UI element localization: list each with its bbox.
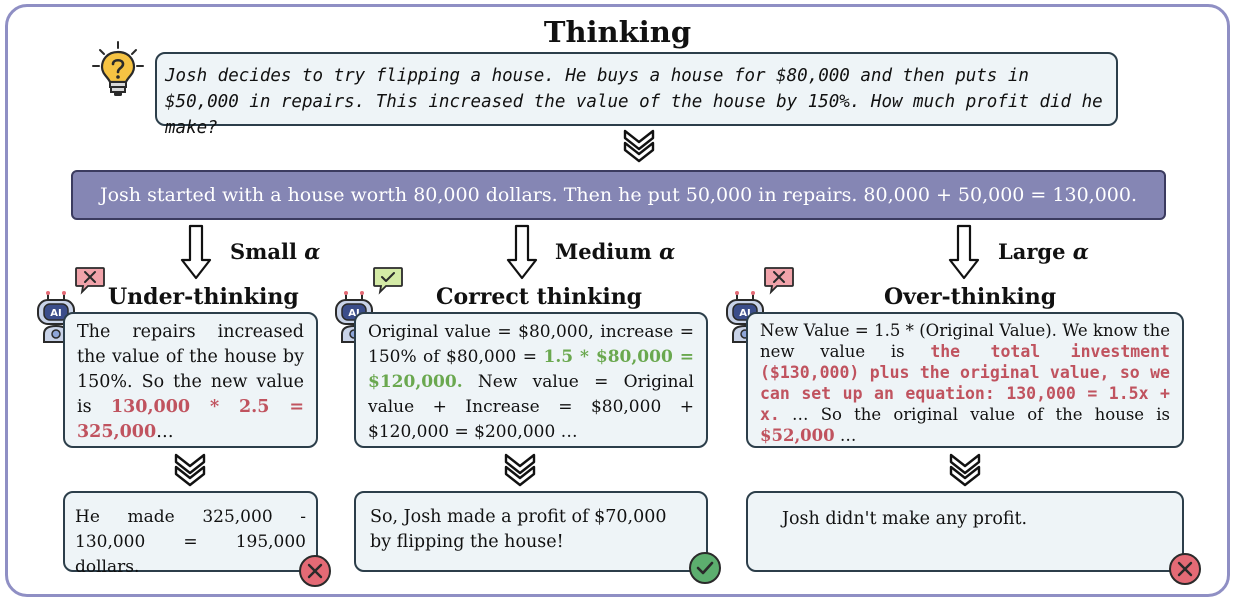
incorrect-cross-icon: [299, 555, 331, 587]
svg-text:AI: AI: [739, 308, 750, 319]
alpha-label-medium: Medium α: [555, 239, 676, 264]
figure-frame: Thinking Josh decides to try flipping a …: [5, 4, 1230, 597]
thinking-box-over-thinking: New Value = 1.5 * (Original Value). We k…: [746, 312, 1184, 448]
answer-box-over-thinking: Josh didn't make any profit.: [746, 491, 1184, 572]
heading-correct-thinking: Correct thinking: [436, 284, 643, 310]
cross-speech-bubble-icon: [75, 267, 105, 295]
heading-over-thinking: Over-thinking: [884, 284, 1057, 310]
thinking-box-correct-thinking: Original value = $80,000, increase = 150…: [354, 312, 708, 448]
double-chevron-down-icon: [504, 453, 536, 487]
check-speech-bubble-icon: [373, 267, 403, 295]
thinking-box-under-thinking: The repairs increased the value of the h…: [63, 312, 318, 448]
figure-title: Thinking: [543, 15, 692, 49]
shared-reasoning-prefix: Josh started with a house worth 80,000 d…: [71, 170, 1166, 220]
double-chevron-down-icon: [949, 453, 981, 487]
double-chevron-down-icon: [174, 453, 206, 487]
lightbulb-question-icon: [92, 41, 144, 96]
correct-check-icon: [689, 552, 721, 584]
incorrect-cross-icon: [1169, 553, 1201, 585]
hollow-arrow-down-icon: [948, 224, 980, 280]
double-chevron-down-icon: [623, 129, 655, 163]
answer-box-correct-thinking: So, Josh made a profit of $70,000 by fli…: [354, 491, 708, 572]
cross-speech-bubble-icon: [764, 267, 794, 295]
svg-text:AI: AI: [348, 308, 359, 319]
question-box: Josh decides to try flipping a house. He…: [155, 52, 1118, 138]
alpha-label-small: Small α: [230, 239, 321, 264]
heading-under-thinking: Under-thinking: [108, 284, 299, 310]
robot-icon: AI: [37, 291, 75, 343]
hollow-arrow-down-icon: [506, 224, 538, 280]
alpha-label-large: Large α: [998, 239, 1089, 264]
answer-box-under-thinking: He made 325,000 - 130,000 = 195,000 doll…: [63, 491, 318, 577]
hollow-arrow-down-icon: [180, 224, 212, 280]
svg-text:AI: AI: [50, 308, 61, 319]
